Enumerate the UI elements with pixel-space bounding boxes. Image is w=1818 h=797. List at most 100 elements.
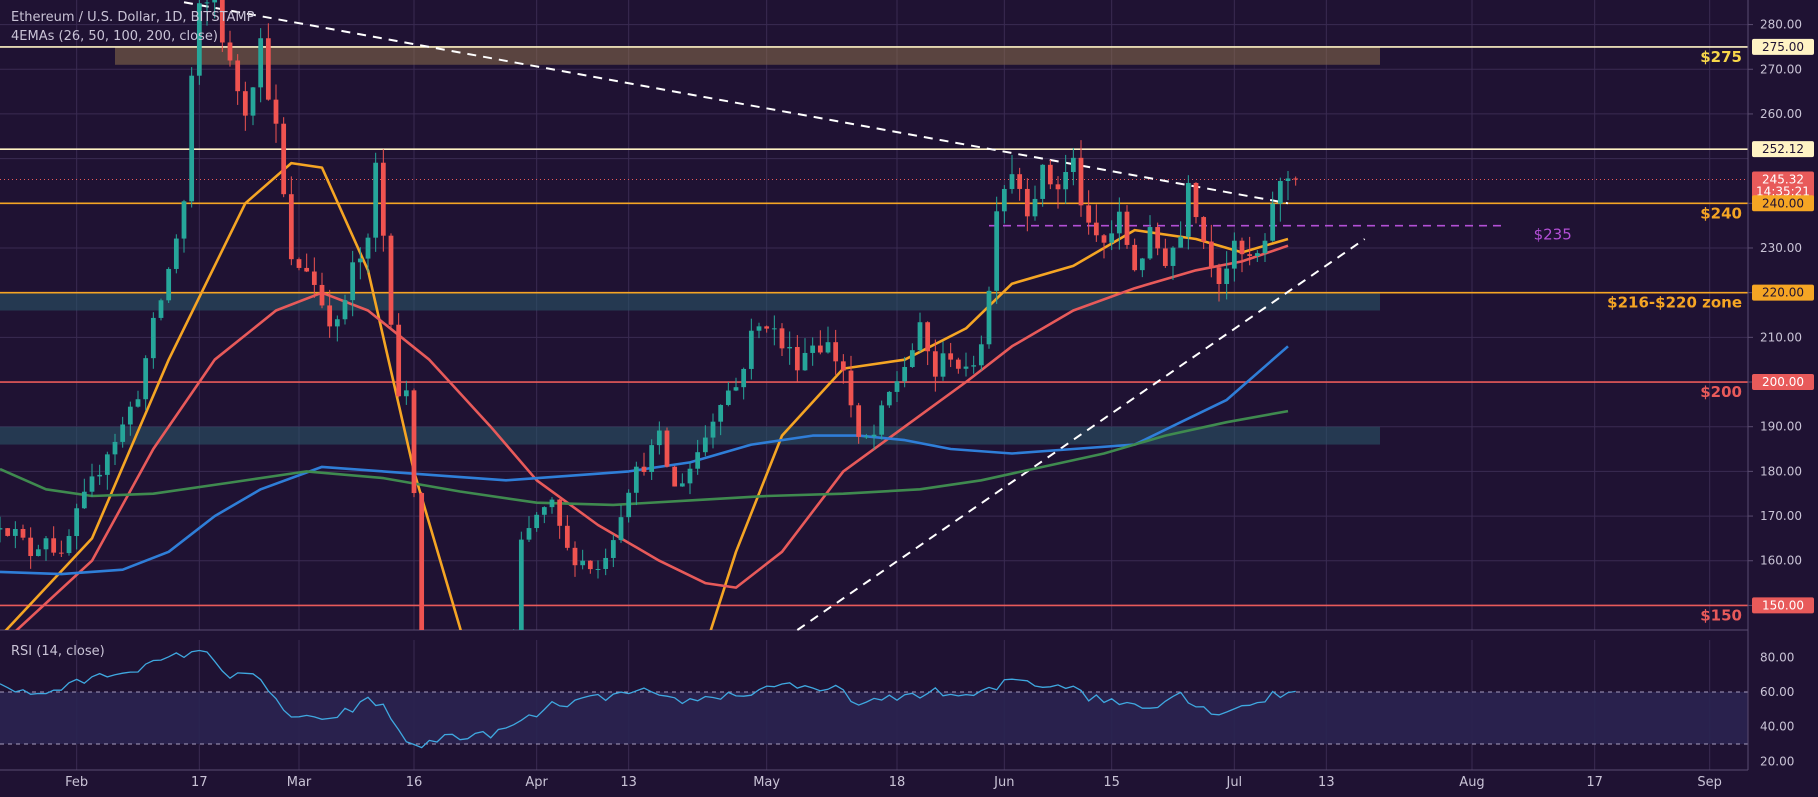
candle-body-4 xyxy=(43,538,49,550)
candle-body-76 xyxy=(595,568,601,570)
candle-body-111 xyxy=(863,436,869,438)
candle-body-7 xyxy=(66,536,72,554)
price-tick-label-2: 170.00 xyxy=(1760,509,1802,523)
candle-body-160 xyxy=(1239,240,1245,255)
candle-body-100 xyxy=(779,328,785,349)
time-tick-label-13: 17 xyxy=(1586,775,1603,790)
price-badge-label-6: 200.00 xyxy=(1762,375,1804,389)
candle-body-143 xyxy=(1109,233,1115,243)
candle-body-53 xyxy=(419,493,425,630)
candle-body-1 xyxy=(20,529,26,538)
candle-body-161 xyxy=(1247,254,1253,256)
candle-body-105 xyxy=(817,345,823,353)
price-badge-bg-4 xyxy=(1752,195,1814,212)
ema-100-line xyxy=(0,345,1289,576)
candle-body-139 xyxy=(1078,157,1084,206)
price-badge-bg-2 xyxy=(1752,171,1814,188)
candle-body-133 xyxy=(1032,198,1038,217)
candle-body-21 xyxy=(173,238,179,269)
candle-body-2 xyxy=(28,537,34,557)
candle-body-154 xyxy=(1193,182,1199,218)
price-tick-label-1: 160.00 xyxy=(1760,554,1802,568)
candle-body-75 xyxy=(587,560,593,570)
candle-body-97 xyxy=(756,326,762,331)
candle-body-28 xyxy=(227,42,233,61)
candle-body-37 xyxy=(296,259,302,268)
candle-body-148 xyxy=(1147,227,1153,259)
candle-body-31 xyxy=(250,87,256,116)
candle-body-155 xyxy=(1201,217,1207,242)
candle-body-47 xyxy=(373,162,379,238)
rsi-tick-label-1: 40.00 xyxy=(1760,720,1794,734)
candle-body-36 xyxy=(288,194,294,260)
chart-title: Ethereum / U.S. Dollar, 1D, BITSTAMP xyxy=(11,10,255,25)
candle-body-15 xyxy=(127,406,133,425)
candle-body-17 xyxy=(143,358,149,400)
candle-body-165 xyxy=(1277,181,1283,204)
candle-body-30 xyxy=(242,91,248,116)
candle-body-52 xyxy=(411,390,417,494)
level-label-2: $240 xyxy=(1700,204,1742,222)
candle-body-166 xyxy=(1285,178,1291,182)
candle-body-126 xyxy=(978,344,984,366)
level-label-0: $275 xyxy=(1700,48,1742,66)
candle-body-117 xyxy=(909,350,915,367)
candle-body-13 xyxy=(112,441,118,455)
time-tick-label-6: May xyxy=(753,775,780,790)
rsi-tick-label-2: 60.00 xyxy=(1760,685,1794,699)
candle-body-137 xyxy=(1063,172,1069,190)
dashed-level-label: $235 xyxy=(1534,226,1572,244)
price-badge-label-7: 150.00 xyxy=(1762,598,1804,612)
candle-body-41 xyxy=(327,305,333,327)
candle-body-90 xyxy=(702,437,708,453)
candle-body-141 xyxy=(1093,222,1099,236)
candle-body-104 xyxy=(810,345,816,353)
trendline-0 xyxy=(183,1,1289,205)
candle-body-69 xyxy=(541,507,547,515)
time-tick-label-9: 15 xyxy=(1103,775,1120,790)
candle-body-51 xyxy=(403,390,409,397)
price-badge-bg-6 xyxy=(1752,374,1814,391)
price-badge-bg-1 xyxy=(1752,141,1814,158)
candle-body-43 xyxy=(342,300,348,320)
candle-body-78 xyxy=(610,540,616,558)
candle-body-73 xyxy=(572,547,578,566)
candle-body-128 xyxy=(994,211,1000,291)
candle-body-20 xyxy=(166,268,172,301)
candle-body-147 xyxy=(1139,258,1145,271)
candle-body--2 xyxy=(0,528,3,530)
candle-body-150 xyxy=(1162,248,1168,266)
price-tick-label-3: 180.00 xyxy=(1760,464,1802,478)
candle-body-24 xyxy=(196,3,202,76)
price-badge-bg-7 xyxy=(1752,597,1814,614)
candle-body-96 xyxy=(748,330,754,369)
candle-body-142 xyxy=(1101,235,1107,243)
candle-body-119 xyxy=(925,322,931,352)
candle-body-93 xyxy=(725,390,731,405)
candle-body-74 xyxy=(580,560,586,566)
candle-body-26 xyxy=(212,0,218,3)
candle-body-67 xyxy=(526,528,532,540)
candle-body-124 xyxy=(963,366,969,369)
candle-body-89 xyxy=(695,452,701,469)
rsi-line xyxy=(0,649,1296,749)
rsi-tick-label-3: 80.00 xyxy=(1760,650,1794,664)
candle-body-163 xyxy=(1262,240,1268,254)
candle-body-156 xyxy=(1208,241,1214,268)
candle-body-39 xyxy=(311,271,317,285)
candle-body-121 xyxy=(940,353,946,377)
candle-body-72 xyxy=(564,525,570,548)
candle-body-157 xyxy=(1216,267,1222,284)
candle-body-10 xyxy=(89,476,95,492)
price-axis-bg xyxy=(1748,0,1818,793)
candle-body-77 xyxy=(603,557,609,569)
price-badge-label-2: 245.32 xyxy=(1762,173,1804,187)
candle-body-95 xyxy=(741,368,747,388)
price-tick-label-6: 210.00 xyxy=(1760,330,1802,344)
candle-body-152 xyxy=(1178,236,1184,248)
candle-body-132 xyxy=(1024,188,1030,217)
candle-body-101 xyxy=(787,347,793,349)
candle-body-49 xyxy=(388,235,394,325)
trendline-1 xyxy=(796,238,1366,631)
